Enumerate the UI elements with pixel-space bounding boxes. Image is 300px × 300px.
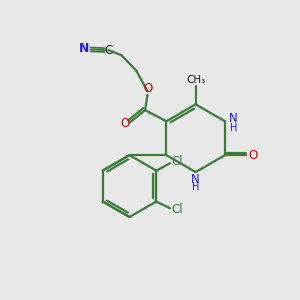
Text: O: O xyxy=(143,82,153,94)
Text: H: H xyxy=(192,182,199,192)
Text: O: O xyxy=(120,117,129,130)
Text: Cl: Cl xyxy=(171,155,183,168)
Text: Cl: Cl xyxy=(171,203,183,216)
Text: C: C xyxy=(105,44,113,57)
Text: CH₃: CH₃ xyxy=(186,75,205,85)
Text: N: N xyxy=(79,42,89,56)
Text: H: H xyxy=(230,123,237,133)
Text: N: N xyxy=(229,112,238,125)
Text: N: N xyxy=(191,173,200,186)
Text: O: O xyxy=(248,149,257,162)
